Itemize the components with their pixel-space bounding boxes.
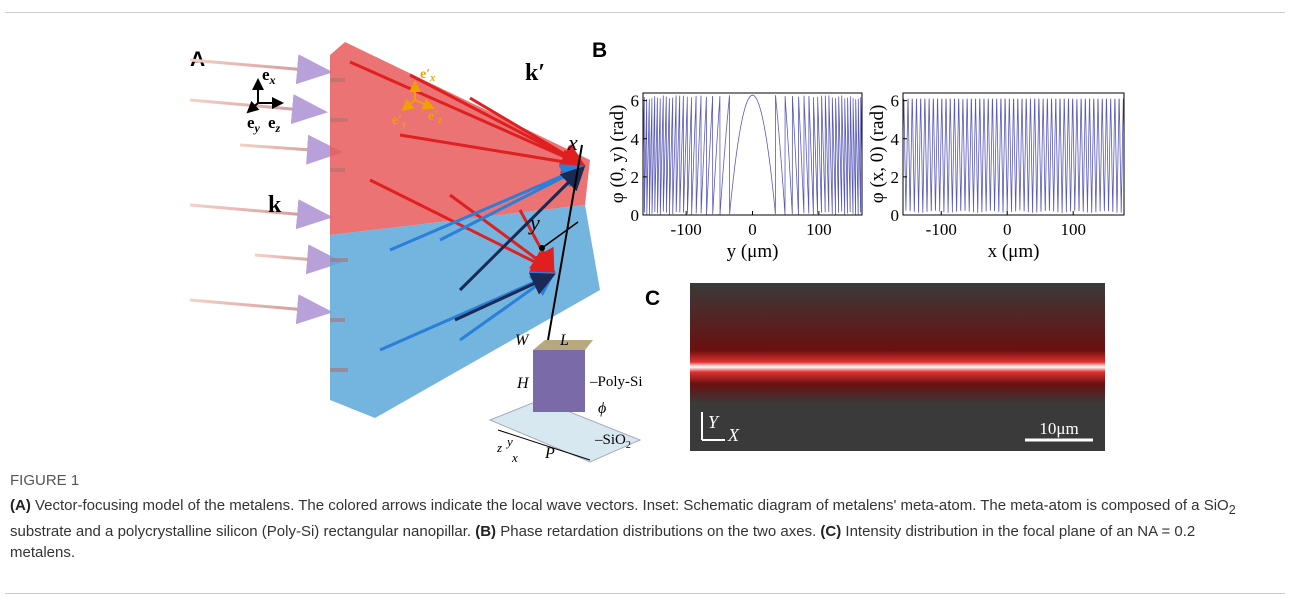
image-axis-label: Y bbox=[708, 412, 720, 432]
inset-label: P bbox=[544, 445, 555, 462]
y-axis-line bbox=[541, 221, 579, 249]
y-tick-label: 0 bbox=[631, 206, 640, 225]
navy-rays bbox=[454, 165, 586, 322]
inset-label: y bbox=[505, 434, 513, 449]
inset-label: –SiO2 bbox=[594, 432, 631, 451]
k-prime: k′ bbox=[525, 60, 545, 86]
x-tick-label: 100 bbox=[806, 220, 832, 239]
inset-label: W bbox=[515, 332, 530, 349]
nanopillars bbox=[330, 78, 348, 372]
inset: W L H ϕ P z y x –Poly-Si –SiO2 bbox=[488, 332, 643, 465]
axis-e-prime: e′z bbox=[428, 109, 442, 126]
lab-axes: ex ey ez bbox=[246, 65, 284, 135]
panel-c: C Y X 10μm bbox=[645, 283, 1105, 451]
panel-a: A x y k′ k ex ey ez e′x e′y bbox=[189, 42, 643, 465]
axis-e: ez bbox=[268, 113, 281, 135]
x-axis-label: x (μm) bbox=[988, 241, 1040, 262]
panel-label: C bbox=[645, 287, 660, 310]
axis-e: ey bbox=[247, 113, 261, 135]
metasurface-top bbox=[330, 42, 590, 235]
figure-label: FIGURE 1 bbox=[10, 472, 80, 489]
y-tick-label: 2 bbox=[631, 168, 640, 187]
caption-text: (A) Vector-focusing model of the metalen… bbox=[10, 497, 1236, 561]
phase-curve bbox=[642, 94, 863, 215]
y-tick-label: 4 bbox=[631, 130, 640, 149]
x-tick-label: 0 bbox=[748, 220, 757, 239]
substrate bbox=[488, 399, 642, 463]
k: k bbox=[268, 192, 282, 218]
y-tick-label: 6 bbox=[891, 92, 900, 111]
red-rays bbox=[349, 60, 586, 274]
inset-label: z bbox=[496, 440, 502, 455]
scale-bar-label: 10μm bbox=[1039, 419, 1078, 438]
y-tick-label: 0 bbox=[891, 206, 900, 225]
phase-curve bbox=[902, 98, 1125, 214]
y-label: y bbox=[528, 210, 540, 235]
caption: FIGURE 1 (A) Vector-focusing model of th… bbox=[10, 470, 1255, 563]
y-tick-label: 4 bbox=[891, 130, 900, 149]
x-axis-label: y (μm) bbox=[727, 241, 779, 262]
axis-e-prime: e′x bbox=[420, 67, 435, 84]
intensity-image bbox=[690, 283, 1105, 451]
incident-rays bbox=[189, 54, 343, 325]
figure: A x y k′ k ex ey ez e′x e′y bbox=[189, 39, 1125, 465]
inset-label: x bbox=[511, 450, 518, 465]
x-tick-label: 100 bbox=[1060, 220, 1086, 239]
inset-label: ϕ bbox=[598, 400, 606, 417]
y-tick-label: 6 bbox=[631, 92, 640, 111]
y-axis-label: φ (0, y) (rad) bbox=[607, 105, 628, 204]
panel-label: B bbox=[592, 39, 607, 62]
origin-dot bbox=[539, 245, 545, 251]
inset-label: H bbox=[516, 375, 530, 392]
pillar bbox=[533, 350, 585, 412]
x-tick-label: -100 bbox=[671, 220, 702, 239]
local-axes: e′x e′y e′z bbox=[392, 67, 442, 130]
pillar-top bbox=[533, 340, 593, 350]
inset-label: L bbox=[559, 332, 569, 349]
inset-label: –Poly-Si bbox=[589, 374, 643, 390]
focal-axis bbox=[547, 144, 583, 341]
axis-labels: x y bbox=[528, 130, 578, 235]
y-axis-label: φ (x, 0) (rad) bbox=[867, 105, 888, 204]
x-tick-label: -100 bbox=[926, 220, 957, 239]
x-label: x bbox=[567, 130, 578, 155]
figure-frame bbox=[5, 12, 1285, 594]
x-tick-label: 0 bbox=[1003, 220, 1012, 239]
axis-e-prime: e′y bbox=[392, 113, 407, 130]
image-axis-label: X bbox=[727, 425, 740, 445]
plot-frame bbox=[902, 92, 1125, 216]
axis-e: ex bbox=[262, 65, 276, 87]
y-tick-label: 2 bbox=[891, 168, 900, 187]
